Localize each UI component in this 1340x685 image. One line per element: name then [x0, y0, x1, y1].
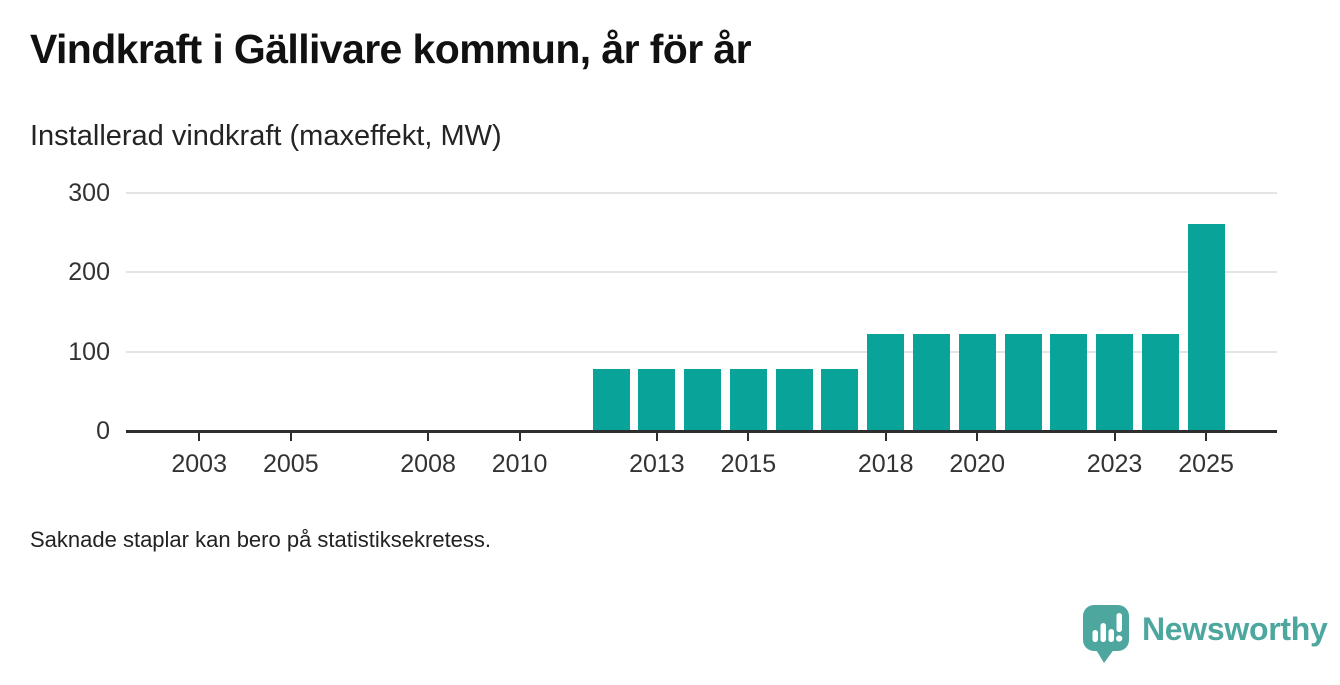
x-axis-label: 2015 — [720, 450, 777, 478]
bar-2023 — [1096, 334, 1133, 431]
x-tick-mark — [289, 432, 292, 441]
y-axis-label: 300 — [68, 179, 110, 207]
x-tick-mark — [747, 432, 750, 441]
bar-2022 — [1050, 334, 1088, 431]
x-axis-label: 2025 — [1178, 450, 1234, 478]
bar-2014 — [684, 369, 722, 431]
chart-title: Vindkraft i Gällivare kommun, år för år — [30, 26, 752, 72]
x-tick-mark — [655, 432, 658, 441]
x-axis-label: 2018 — [857, 450, 914, 478]
bar-2021 — [1004, 334, 1042, 431]
x-axis-label: 2023 — [1086, 450, 1143, 478]
chart-subtitle: Installerad vindkraft (maxeffekt, MW) — [30, 120, 502, 152]
bar-2019 — [913, 334, 950, 431]
x-tick-mark — [884, 432, 887, 441]
y-gridline — [126, 192, 1277, 194]
y-axis-label: 200 — [68, 258, 110, 287]
bar-2020 — [958, 334, 996, 431]
bar-2015 — [729, 369, 767, 431]
x-tick-mark — [1205, 432, 1208, 441]
footnote: Saknade staplar kan bero på statistiksek… — [30, 527, 492, 552]
y-axis-label: 0 — [96, 417, 110, 445]
x-axis-label: 2003 — [171, 450, 227, 478]
x-axis-line — [126, 429, 1277, 433]
x-axis-label: 2005 — [262, 450, 319, 478]
bar-2025 — [1187, 223, 1225, 431]
bar-2017 — [821, 369, 859, 431]
bar-2012 — [592, 369, 630, 431]
newsworthy-bubble-chart-icon — [1083, 605, 1129, 663]
y-axis-label: 100 — [68, 337, 110, 366]
x-axis-label: 2010 — [491, 450, 548, 478]
bar-2024 — [1141, 334, 1179, 431]
bar-2018 — [867, 334, 905, 431]
x-axis-label: 2013 — [629, 450, 685, 478]
x-tick-mark — [427, 432, 430, 441]
x-tick-mark — [198, 432, 201, 441]
x-tick-mark — [518, 432, 521, 441]
newsworthy-logo: Newsworthy — [1082, 604, 1328, 664]
x-axis-label: 2008 — [400, 450, 456, 478]
newsworthy-logo-text: Newsworthy — [1142, 611, 1328, 647]
x-tick-mark — [976, 432, 979, 441]
x-tick-mark — [1113, 432, 1116, 441]
bar-2016 — [775, 369, 813, 431]
y-gridline — [126, 350, 1277, 353]
y-gridline — [126, 271, 1277, 274]
x-axis-label: 2020 — [949, 450, 1005, 478]
bar-2013 — [638, 369, 676, 431]
